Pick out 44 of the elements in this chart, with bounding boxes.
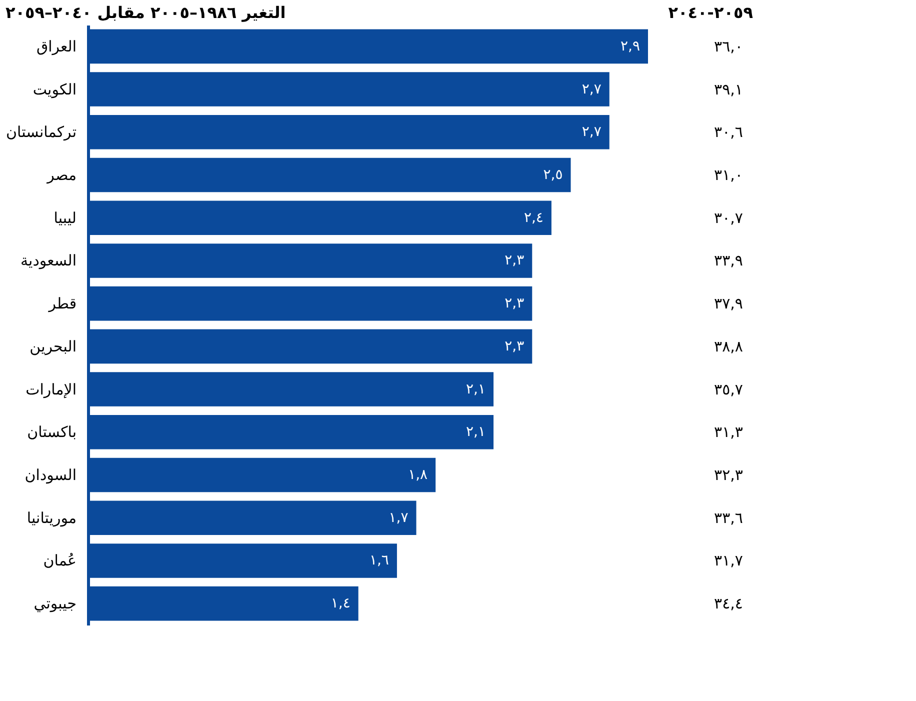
data-label: ٢,٣ xyxy=(504,338,525,354)
y-tick-label: جيبوتي xyxy=(34,594,76,613)
data-label: ١,٧ xyxy=(388,510,409,526)
data-label: ٣١,٣ xyxy=(714,423,743,442)
data-label: ٣٠,٦ xyxy=(714,123,743,142)
y-tick-label: مصر xyxy=(46,166,76,184)
data-label: ٢,١ xyxy=(466,424,486,440)
data-label: ١,٨ xyxy=(408,467,428,483)
data-label: ٣٣,٩ xyxy=(714,252,743,270)
data-label: ٣٢,٣ xyxy=(714,466,743,484)
data-label: ٢,٥ xyxy=(543,167,563,183)
y-tick-label: عُمان xyxy=(43,552,76,570)
data-label: ٣٣,٦ xyxy=(714,508,743,527)
chart-title: التغير ١٩٨٦–٢٠٠٥ مقابل ٢٠٤٠–٢٠٥٩ xyxy=(5,3,286,22)
data-label: ١,٤ xyxy=(330,596,350,612)
data-label: ٢,٩ xyxy=(620,38,640,54)
data-label: ٢,٣ xyxy=(504,252,525,269)
y-tick-label: العراق xyxy=(36,37,76,56)
y-tick-label: تركمانستان xyxy=(6,123,76,142)
y-tick-label: الإمارات xyxy=(26,380,76,398)
data-label: ٣٩,١ xyxy=(714,80,743,98)
data-label: ٣٨,٨ xyxy=(714,337,743,356)
y-tick-label: السودان xyxy=(24,466,76,484)
data-label: ٣٠,٧ xyxy=(714,208,743,227)
data-label: ٣٦,٠ xyxy=(714,37,743,56)
y-tick-label: موريتانيا xyxy=(26,508,76,527)
text: ٢٠٥٩-٢٠٤٠ xyxy=(668,3,754,22)
data-label: ٢,١ xyxy=(466,381,486,398)
y-tick-label: الكويت xyxy=(32,80,76,98)
y-tick-label: قطر xyxy=(48,294,76,313)
y-tick-label: البحرين xyxy=(30,337,76,356)
data-label: ٣٥,٧ xyxy=(714,380,743,398)
y-tick-label: باكستان xyxy=(27,423,76,442)
data-label: ٣١,٧ xyxy=(714,552,743,570)
data-label: ١,٦ xyxy=(369,552,389,569)
data-label: ٢,٤ xyxy=(524,210,544,226)
data-label: ٢,٣ xyxy=(504,296,525,312)
y-tick-label: ليبيا xyxy=(54,208,76,227)
data-label: ٣٧,٩ xyxy=(714,294,743,313)
data-label: ٢,٧ xyxy=(582,81,602,98)
data-label: ٢,٧ xyxy=(582,124,602,140)
data-label: ٣٤,٤ xyxy=(714,594,743,613)
y-tick-label: السعودية xyxy=(20,252,76,270)
data-label: ٣١,٠ xyxy=(714,166,743,184)
